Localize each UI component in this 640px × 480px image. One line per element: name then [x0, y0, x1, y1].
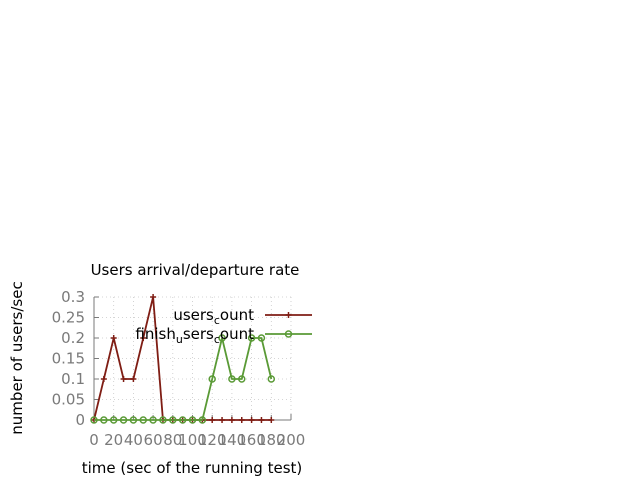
legend-item-1: userscount: [173, 306, 312, 327]
series-2: [90, 334, 276, 424]
data-point: [159, 416, 167, 424]
data-point: [268, 417, 275, 423]
y-tick-label: 0.1: [61, 370, 85, 388]
x-tick-label: 60: [144, 431, 163, 449]
ticks: 0 0.05 0.1 0.15 0.2 0.25 0.3 0 20 40 60 80100120140…: [52, 288, 306, 449]
data-point: [208, 375, 216, 383]
data-point: [110, 335, 117, 341]
legend-swatch-marker: [285, 312, 292, 318]
data-point: [178, 416, 187, 424]
data-point: [169, 416, 177, 424]
series: [90, 294, 276, 424]
data-point: [198, 416, 207, 424]
data-point: [139, 416, 147, 424]
data-point: [258, 417, 265, 423]
data-point: [248, 417, 255, 423]
x-tick-label: 80: [163, 431, 182, 449]
x-tick-label: 40: [124, 431, 143, 449]
data-point: [188, 416, 197, 424]
data-point: [267, 375, 276, 383]
y-tick-label: 0.3: [61, 288, 85, 306]
data-point: [140, 335, 147, 341]
data-point: [219, 417, 226, 423]
y-tick-label: 0.05: [52, 391, 85, 409]
y-tick-label: 0.25: [52, 309, 85, 327]
data-point: [100, 376, 107, 382]
data-point: [228, 417, 235, 423]
data-point: [120, 376, 127, 382]
x-tick-label: 200: [277, 431, 306, 449]
y-tick-label: 0: [75, 411, 85, 429]
data-point: [90, 416, 98, 424]
legend-label: userscount: [173, 306, 254, 327]
data-point: [149, 416, 157, 424]
x-tick-label: 180: [257, 431, 286, 449]
y-tick-label: 0.15: [52, 350, 85, 368]
data-point: [209, 417, 216, 423]
legend-label: finishuserscount: [135, 325, 254, 346]
x-tick-label: 160: [237, 431, 266, 449]
x-tick-label: 0: [89, 431, 99, 449]
y-tick-label: 0.2: [61, 329, 85, 347]
x-tick-label: 120: [198, 431, 227, 449]
x-axis-title: time (sec of the running test): [82, 459, 303, 477]
data-point: [228, 375, 236, 383]
x-tick-label: 140: [218, 431, 247, 449]
data-point: [257, 334, 266, 342]
data-point: [100, 416, 108, 424]
y-axis-title: number of users/sec: [8, 281, 26, 434]
data-point: [150, 294, 157, 300]
data-point: [129, 416, 138, 424]
data-point: [247, 334, 256, 342]
legend-item-2: finishuserscount: [135, 325, 312, 346]
data-point: [238, 417, 245, 423]
x-tick-label: 100: [178, 431, 207, 449]
data-point: [238, 375, 246, 383]
data-point: [130, 376, 137, 382]
grid: [94, 296, 292, 420]
legend-swatch-marker: [284, 330, 293, 338]
data-point: [218, 334, 226, 342]
series-line: [94, 337, 273, 421]
chart-title: Users arrival/departure rate: [91, 261, 300, 279]
data-point: [109, 416, 118, 424]
x-tick-label: 20: [104, 431, 123, 449]
data-point: [119, 416, 128, 424]
